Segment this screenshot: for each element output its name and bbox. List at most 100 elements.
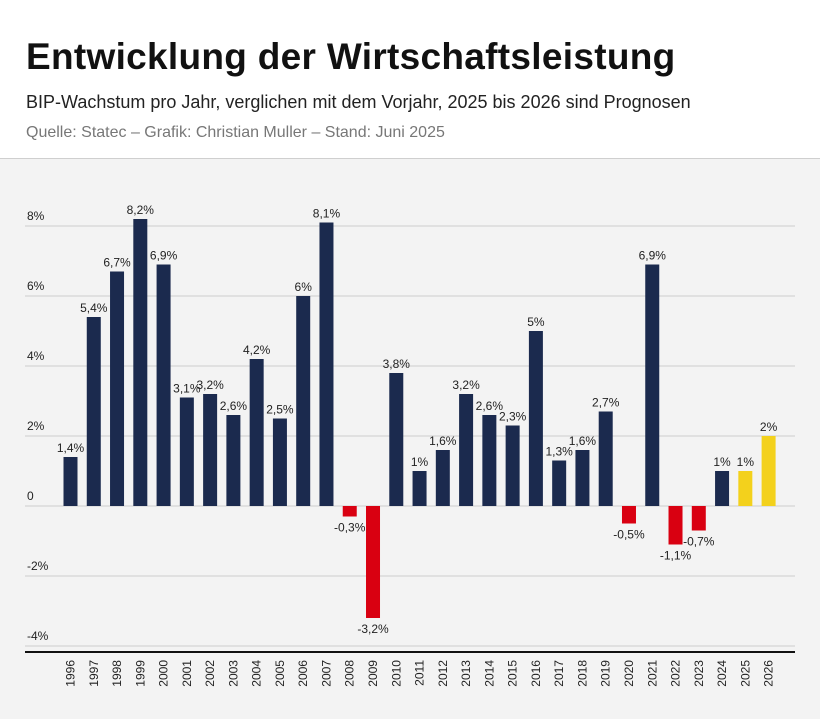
data-label-2003: 2,6%	[220, 399, 248, 413]
bar-1998	[110, 271, 125, 506]
x-tick-label-2008: 2008	[343, 660, 357, 687]
data-label-2015: 2,3%	[499, 410, 527, 424]
chart-source: Quelle: Statec – Grafik: Christian Mulle…	[26, 124, 445, 141]
data-label-2009: -3,2%	[357, 622, 389, 636]
bar-2004	[249, 359, 264, 506]
x-tick-label-1997: 1997	[87, 660, 101, 687]
y-tick-label: 8%	[27, 209, 45, 223]
data-label-2004: 4,2%	[243, 343, 271, 357]
bar-1999	[133, 219, 148, 506]
x-tick-label-2011: 2011	[413, 660, 427, 686]
x-tick-label-2023: 2023	[692, 660, 706, 687]
y-tick-label: -4%	[27, 629, 49, 643]
x-tick-label-2000: 2000	[157, 660, 171, 687]
data-label-2025: 1%	[737, 455, 755, 469]
data-label-2019: 2,7%	[592, 396, 620, 410]
x-tick-label-2026: 2026	[762, 660, 776, 687]
bar-2015	[505, 425, 520, 506]
data-label-2013: 3,2%	[452, 378, 480, 392]
data-label-2012: 1,6%	[429, 434, 457, 448]
data-label-2016: 5%	[527, 315, 545, 329]
data-label-1999: 8,2%	[127, 203, 155, 217]
bar-2011	[412, 471, 427, 506]
bar-2008	[342, 506, 357, 517]
x-tick-label-1999: 1999	[133, 660, 147, 687]
bar-1996	[63, 457, 78, 506]
data-label-2000: 6,9%	[150, 249, 178, 263]
x-tick-label-2025: 2025	[738, 660, 752, 687]
x-tick-label-2002: 2002	[203, 660, 217, 687]
x-tick-label-2019: 2019	[599, 660, 613, 687]
bar-2003	[226, 415, 241, 506]
bar-2007	[319, 222, 334, 506]
chart-subtitle: BIP-Wachstum pro Jahr, verglichen mit de…	[26, 92, 691, 112]
bar-2013	[459, 394, 474, 506]
data-label-2010: 3,8%	[383, 357, 411, 371]
bar-2014	[482, 415, 497, 506]
data-label-2017: 1,3%	[545, 445, 573, 459]
bar-2017	[552, 460, 567, 506]
data-label-2021: 6,9%	[639, 249, 667, 263]
bar-2021	[645, 264, 660, 506]
x-tick-label-2007: 2007	[319, 660, 333, 687]
bar-2023	[691, 506, 706, 531]
data-label-1998: 6,7%	[103, 256, 131, 270]
x-tick-label-2010: 2010	[389, 660, 403, 687]
y-tick-label: 6%	[27, 279, 45, 293]
data-label-2008: -0,3%	[334, 521, 366, 535]
bar-2019	[598, 411, 613, 506]
bar-2000	[156, 264, 171, 506]
data-label-1997: 5,4%	[80, 301, 108, 315]
x-tick-label-2024: 2024	[715, 660, 729, 687]
data-label-2020: -0,5%	[613, 528, 645, 542]
y-tick-label: -2%	[27, 559, 49, 573]
bar-2022	[668, 506, 683, 545]
x-tick-label-1998: 1998	[110, 660, 124, 687]
bar-2005	[272, 418, 287, 506]
data-label-2006: 6%	[295, 280, 313, 294]
y-tick-label: 0	[27, 489, 34, 503]
header: Entwicklung der Wirtschaftsleistung BIP-…	[0, 0, 820, 159]
y-tick-label: 2%	[27, 419, 45, 433]
x-tick-label-2021: 2021	[645, 660, 659, 687]
data-label-2022: -1,1%	[660, 549, 692, 563]
bar-2010	[389, 373, 404, 506]
data-label-2024: 1%	[713, 455, 731, 469]
bar-2018	[575, 450, 590, 506]
bar-2006	[296, 296, 311, 506]
bar-2020	[621, 506, 636, 524]
x-tick-label-2005: 2005	[273, 660, 287, 687]
x-tick-label-2013: 2013	[459, 660, 473, 687]
y-tick-label: 4%	[27, 349, 45, 363]
x-tick-label-2016: 2016	[529, 660, 543, 687]
bar-2012	[435, 450, 450, 506]
data-label-2005: 2,5%	[266, 403, 294, 417]
bar-2001	[179, 397, 194, 506]
x-tick-label-2018: 2018	[575, 660, 589, 687]
x-tick-label-2004: 2004	[250, 660, 264, 687]
data-label-2014: 2,6%	[476, 399, 504, 413]
data-label-2011: 1%	[411, 455, 429, 469]
x-tick-label-2009: 2009	[366, 660, 380, 687]
bar-chart: 8% 6% 4% 2% 0 -2% -4% 1,4% 1996 5,4% 1997 6,7% 1998 8…	[25, 203, 795, 687]
bar-2009	[366, 506, 381, 618]
x-tick-label-2022: 2022	[669, 660, 683, 687]
data-label-2007: 8,1%	[313, 207, 341, 221]
data-label-2026: 2%	[760, 420, 778, 434]
bar-1997	[86, 317, 101, 506]
x-tick-label-2014: 2014	[482, 660, 496, 687]
x-tick-label-2015: 2015	[506, 660, 520, 687]
chart-title: Entwicklung der Wirtschaftsleistung	[26, 36, 676, 77]
bar-2025	[738, 471, 753, 506]
bar-2016	[528, 331, 543, 506]
x-tick-label-1996: 1996	[64, 660, 78, 687]
bar-2002	[203, 394, 218, 506]
x-tick-label-2003: 2003	[226, 660, 240, 687]
data-label-2023: -0,7%	[683, 535, 715, 549]
data-label-1996: 1,4%	[57, 441, 85, 455]
data-label-2018: 1,6%	[569, 434, 597, 448]
bar-2024	[715, 471, 730, 506]
x-tick-label-2006: 2006	[296, 660, 310, 687]
bar-2026	[761, 436, 776, 506]
x-tick-label-2017: 2017	[552, 660, 566, 687]
